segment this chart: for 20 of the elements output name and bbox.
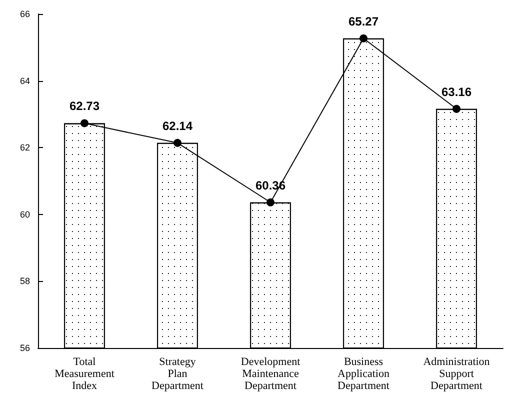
point [360,34,368,42]
point [452,104,460,113]
y-tick-label: 62 [20,142,30,153]
x-tick-label: Administration Support Department [423,356,490,392]
y-tick-label: 56 [20,343,30,353]
point [174,138,182,147]
data-label: 62.73 [69,99,100,114]
data-label: 62.14 [162,118,193,133]
y-tick-label: 66 [20,9,30,19]
x-tick-label: Total Measurement Index [54,356,114,392]
x-tick-label: Business Application Department [338,356,390,392]
data-label: 65.27 [348,14,379,28]
data-label: 63.16 [441,84,472,99]
point [80,119,88,128]
y-tick-label: 60 [20,209,30,220]
y-tick-label: 58 [20,276,30,286]
y-tick-label: 64 [20,76,30,86]
x-tick-label: Development Maintenance Department [240,356,300,392]
x-tick-label: Strategy Plan Department [152,356,204,392]
point [266,198,274,206]
